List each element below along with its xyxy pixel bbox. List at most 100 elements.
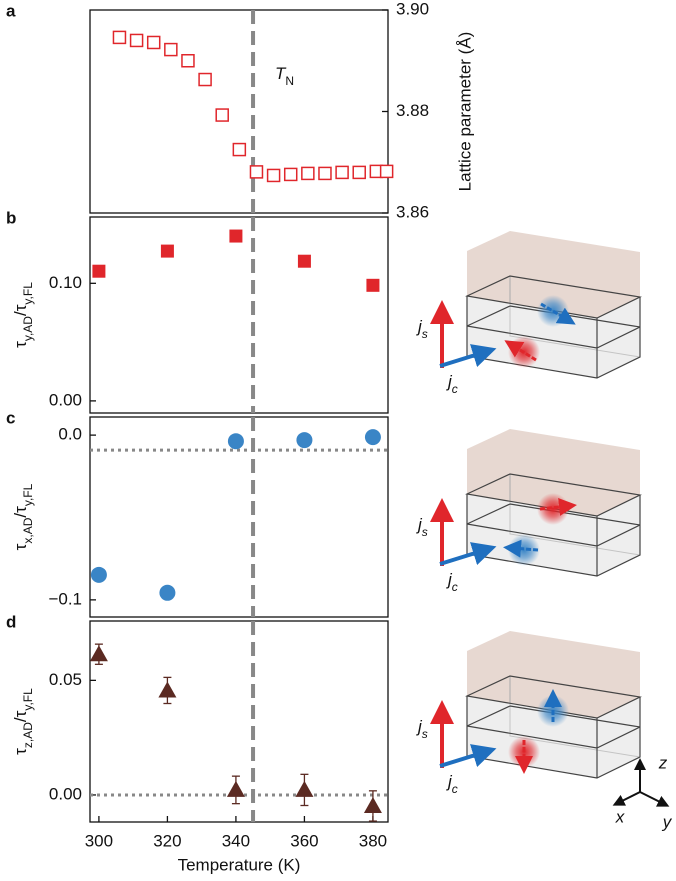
data-point	[89, 645, 108, 662]
spin-current-label: js	[416, 317, 428, 341]
y-tick-label: −0.1	[48, 589, 82, 608]
y-tick-label: 3.88	[396, 101, 429, 120]
y-axis-title: τy,AD/τy,FL	[11, 282, 35, 348]
data-point	[363, 796, 382, 813]
spin-current-label-part: j	[416, 317, 423, 336]
data-point	[296, 432, 313, 449]
y-tick-label: 3.90	[396, 0, 429, 18]
axis-label: y	[662, 812, 673, 831]
spin-current-label-part: j	[416, 717, 423, 736]
x-tick-label: 360	[290, 831, 318, 850]
spin-arrow	[540, 302, 576, 325]
data-point	[227, 433, 244, 450]
box-edges	[464, 473, 642, 577]
x-tick-label: 300	[85, 831, 113, 850]
data-point	[318, 166, 332, 181]
x-axis-title: Temperature (K)	[178, 855, 301, 874]
axis-x	[612, 791, 641, 806]
y-axis-title-part: y,AD	[21, 316, 35, 341]
data-point	[364, 429, 381, 446]
y-axis-title-part: y,FL	[21, 483, 35, 506]
charge-current-label-part: c	[452, 580, 458, 594]
data-point	[352, 165, 366, 180]
y-tick-label: 0.00	[49, 784, 82, 803]
charge-current-label-part: j	[446, 372, 453, 391]
spin-arrow	[539, 498, 577, 516]
charge-current-arrow	[439, 542, 497, 566]
plot-frame	[89, 620, 389, 823]
panel-label: a	[6, 1, 16, 20]
charge-current-arrow	[439, 344, 497, 368]
spin-current-label: js	[416, 515, 428, 539]
data-point	[198, 72, 212, 87]
x-tick-label: 340	[222, 831, 250, 850]
data-point	[158, 681, 177, 698]
charge-current-arrow	[439, 744, 497, 768]
data-point	[266, 168, 281, 183]
data-point	[283, 167, 298, 182]
data-point	[112, 30, 127, 45]
y-tick-label: 0.05	[49, 670, 82, 689]
spin-arrow	[503, 539, 539, 558]
y-axis-title-part: /τ	[11, 304, 30, 316]
data-point	[301, 166, 315, 181]
data-point	[146, 35, 161, 50]
y-tick-label: 0.10	[49, 273, 82, 292]
data-point	[181, 54, 195, 68]
axis-y	[639, 791, 670, 807]
y-axis-title-part: /τ	[11, 710, 30, 722]
data-point	[90, 566, 107, 583]
box-edges	[464, 675, 642, 779]
data-point	[297, 254, 311, 268]
data-point	[226, 780, 245, 797]
axis-label: x	[615, 807, 625, 826]
y-tick-label: 3.86	[396, 202, 429, 221]
data-point	[379, 164, 394, 179]
charge-current-label: jc	[446, 772, 458, 796]
data-point	[92, 264, 106, 278]
data-point	[249, 165, 264, 179]
box-edges	[464, 275, 642, 379]
spin-blob	[537, 295, 569, 327]
data-point	[215, 108, 229, 122]
y-tick-label: 0.0	[58, 425, 82, 444]
data-point	[159, 584, 176, 601]
annotation-part: N	[285, 74, 294, 88]
charge-current-label-part: j	[446, 570, 453, 589]
data-point	[232, 142, 247, 157]
data-point	[229, 229, 243, 243]
spin-current-label-part: j	[416, 515, 423, 534]
y-axis-title-part: x,AD	[21, 517, 35, 543]
charge-current-label: jc	[446, 372, 458, 396]
x-tick-label: 320	[153, 831, 181, 850]
y-axis-title: τz,AD/τy,FL	[11, 688, 35, 755]
y-axis-title-part: τ	[11, 748, 30, 755]
data-point	[335, 165, 349, 180]
charge-current-label: jc	[446, 570, 458, 594]
x-tick-label: 380	[359, 831, 387, 850]
data-point	[129, 33, 144, 48]
spin-current-label-part: s	[422, 327, 428, 341]
spin-arrow	[504, 340, 537, 362]
y-axis-title-part: /τ	[11, 506, 30, 518]
panel-label: d	[6, 612, 16, 631]
y-axis-title: Lattice parameter (Å)	[455, 32, 474, 192]
y-axis-title: τx,AD/τy,FL	[11, 483, 35, 550]
data-point	[295, 780, 314, 797]
axis-label: z	[658, 753, 668, 772]
charge-current-label-part: c	[452, 382, 458, 396]
y-axis-title-part: z,AD	[21, 722, 35, 748]
y-axis-title-part: y,FL	[21, 282, 35, 305]
y-tick-label: 0.00	[49, 390, 82, 409]
data-point	[366, 278, 380, 292]
y-axis-title-part: τ	[11, 341, 30, 348]
y-axis-title-part: τ	[11, 543, 30, 550]
charge-current-label-part: j	[446, 772, 453, 791]
spin-current-label-part: s	[422, 727, 428, 741]
annotation-part: T	[275, 64, 287, 83]
axes-triad	[612, 758, 670, 807]
